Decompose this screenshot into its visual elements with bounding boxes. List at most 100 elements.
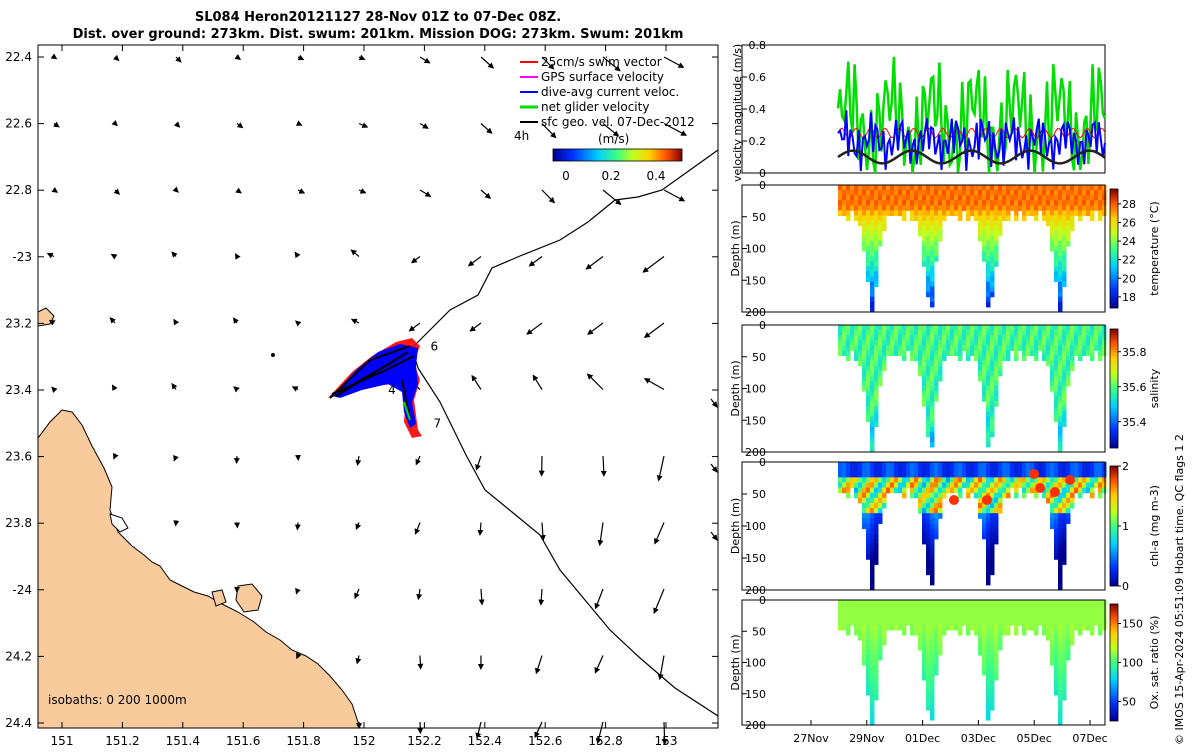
profile-cell [906,325,911,331]
profile-cell [990,670,995,676]
profile-cell [938,195,943,201]
profile-cell [866,549,871,555]
profile-cell [1066,236,1071,242]
profile-cell [1070,635,1075,641]
profile-cell [1094,620,1099,626]
profile-cell [950,200,955,206]
profile-cell [898,605,903,611]
profile-cell [918,467,923,473]
profile-cell [886,190,891,196]
profile-cell [1066,376,1071,382]
profile-cell [870,472,875,478]
profile-cell [866,488,871,494]
profile-cell [886,477,891,483]
profile-cell [970,345,975,351]
profile-cell [1046,630,1051,636]
profile-cell [1062,381,1067,387]
profile-cell [842,600,847,606]
profile-cell [878,640,883,646]
profile-cell [1054,539,1059,545]
profile-cell [926,210,931,216]
profile-cell [878,330,883,336]
scale-label: 4h [514,129,529,143]
profile-cell [858,330,863,336]
profile-cell [1022,355,1027,361]
profile-cell [1058,670,1063,676]
profile-cell [866,391,871,397]
profile-cell [982,660,987,666]
profile-cell [1070,350,1075,356]
depth-tick-label: 100 [745,243,766,256]
profile-cell [990,330,995,336]
profile-cell [1050,600,1055,606]
profile-cell [894,185,899,191]
profile-cell [966,477,971,483]
profile-cell [1058,564,1063,570]
profile-cell [1002,205,1007,211]
profile-cell [1018,600,1023,606]
profile-cell [862,498,867,504]
profile-cell [926,411,931,417]
profile-cell [1026,185,1031,191]
profile-cell [1090,350,1095,356]
profile-cell [874,610,879,616]
profile-cell [1102,615,1107,621]
profile-cell [1022,325,1027,331]
profile-cell [1022,462,1027,468]
profile-cell [938,371,943,377]
profile-cell [878,190,883,196]
profile-cell [1050,655,1055,661]
profile-cell [982,640,987,646]
profile-cell [994,650,999,656]
profile-cell [942,325,947,331]
profile-cell [990,251,995,257]
profile-cell [942,488,947,494]
profile-cell [974,482,979,488]
profile-cell [1042,605,1047,611]
profile-cell [1086,472,1091,478]
profile-cell [882,498,887,504]
profile-cell [1074,335,1079,341]
profile-cell [914,200,919,206]
profile-cell [970,477,975,483]
profile-cell [958,472,963,478]
profile-cell [862,467,867,473]
profile-cell [1030,340,1035,346]
profile-cell [994,508,999,514]
profile-cell [870,498,875,504]
profile-cell [866,396,871,402]
profile-cell [982,185,987,191]
profile-cell [934,600,939,606]
profile-cell [902,210,907,216]
profile-cell [986,705,991,711]
profile-cell [1030,615,1035,621]
profile-cell [954,610,959,616]
profile-cell [902,330,907,336]
profile-cell [994,401,999,407]
profile-cell [918,498,923,504]
velocity-tick-label: 0.2 [749,135,767,148]
profile-cell [1062,695,1067,701]
profile-cell [870,615,875,621]
profile-cell [1042,205,1047,211]
profile-cell [926,640,931,646]
profile-cell [846,325,851,331]
profile-cell [986,600,991,606]
profile-cell [986,715,991,721]
profile-cell [910,493,915,499]
profile-cell [986,345,991,351]
profile-cell [994,371,999,377]
profile-cell [998,610,1003,616]
profile-cell [1094,205,1099,211]
profile-cell [1046,335,1051,341]
profile-cell [926,236,931,242]
profile-cell [1050,477,1055,483]
profile-cell [866,271,871,277]
profile-cell [866,215,871,221]
velocity-tick-label: 0.8 [749,39,767,52]
profile-cell [838,605,843,611]
profile-colorbar [1110,189,1118,308]
profile-cell [894,195,899,201]
profile-cell [918,605,923,611]
profile-cell [1006,605,1011,611]
